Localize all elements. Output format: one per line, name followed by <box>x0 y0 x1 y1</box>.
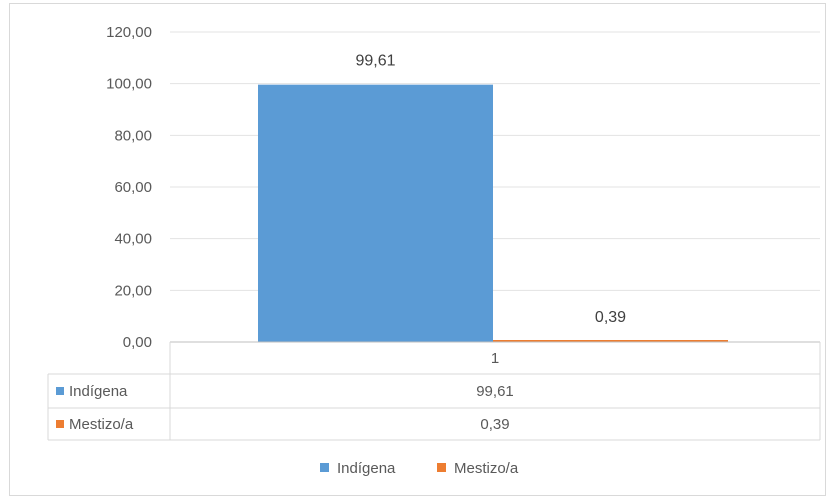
y-tick-label: 0,00 <box>123 334 152 351</box>
bar-ind-gena <box>258 84 493 342</box>
data-table: 1 Indígena 99,61 Mestizo/a 0,39 <box>47 341 821 441</box>
y-tick-label: 80,00 <box>114 127 152 144</box>
y-axis-tick-labels: 0,00 20,00 40,00 60,00 80,00 100,00 120,00 <box>106 24 152 351</box>
table-series-name: Mestizo/a <box>69 416 134 433</box>
legend-entry: Indígena <box>337 460 396 477</box>
data-labels: 99,61 0,39 <box>355 53 626 326</box>
table-legend-key <box>56 387 64 395</box>
y-tick-label: 100,00 <box>106 76 152 93</box>
legend-swatch <box>320 463 329 472</box>
bar-mestizo-a <box>493 340 728 342</box>
y-tick-label: 120,00 <box>106 24 152 41</box>
data-label: 99,61 <box>355 53 395 70</box>
legend-entry: Mestizo/a <box>454 460 519 477</box>
table-legend-key <box>56 420 64 428</box>
y-tick-label: 40,00 <box>114 231 152 248</box>
y-tick-label: 60,00 <box>114 179 152 196</box>
bars <box>258 84 728 342</box>
legend: Indígena Mestizo/a <box>320 460 519 477</box>
table-value: 0,39 <box>480 416 509 433</box>
x-category-label: 1 <box>491 350 499 367</box>
table-value: 99,61 <box>476 383 514 400</box>
y-tick-label: 20,00 <box>114 282 152 299</box>
legend-swatch <box>437 463 446 472</box>
table-series-name: Indígena <box>69 383 128 400</box>
data-label: 0,39 <box>595 309 626 326</box>
